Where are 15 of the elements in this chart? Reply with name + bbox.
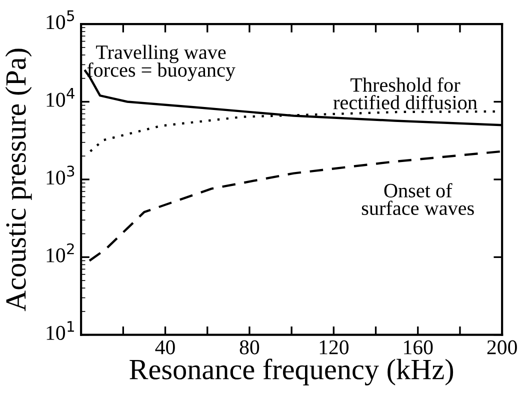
annotation: Travelling wave forces = buoyancy [87,44,236,81]
x-tick-label: 160 [404,340,433,354]
annotation: Threshold for rectified diffusion [333,77,478,110]
x-tick-label: 40 [155,340,175,354]
x-tick-label: 200 [487,340,517,354]
x-tick-label: 120 [320,340,349,354]
y-tick-label: 10$^{3}$ [46,166,74,185]
y-tick-label: 10$^{1}$ [46,321,74,340]
x-tick-label: 80 [240,340,260,354]
y-axis-title: Acoustic pressure (Pa) [5,48,32,312]
y-tick-label: 10$^{4}$ [46,88,74,107]
y-tick-label: 10$^{5}$ [46,10,74,30]
annotation: Onset of surface waves [362,183,474,216]
y-tick-label: 10$^{2}$ [46,243,74,262]
x-axis-title: Resonance frequency (kHz) [130,358,454,386]
